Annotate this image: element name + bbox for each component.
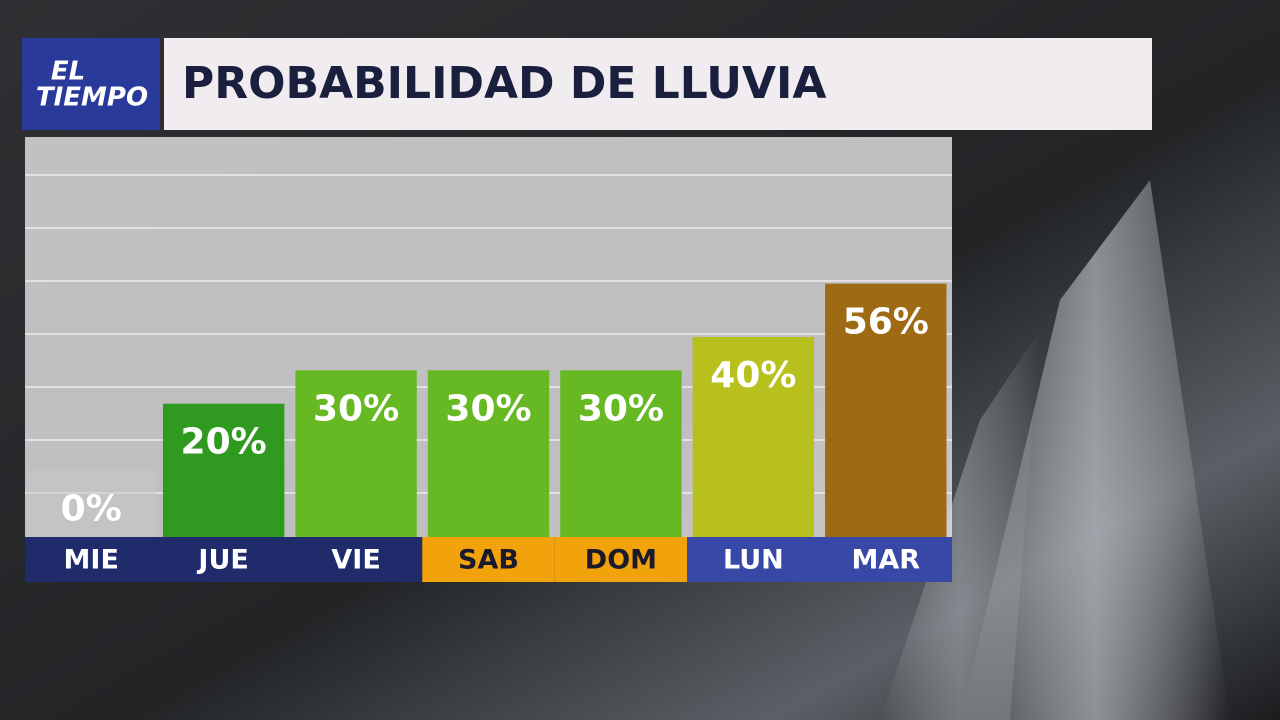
value-label: 30% [445, 388, 531, 429]
chart-title: PROBABILIDAD DE LLUVIA [182, 58, 826, 109]
logo-box [22, 38, 160, 130]
value-label: 56% [843, 302, 929, 343]
x-tick-label: VIE [331, 545, 380, 576]
x-tick-label: DOM [585, 545, 657, 576]
waterfall [880, 330, 1040, 720]
waterfall [960, 180, 1230, 720]
title-box [164, 38, 1152, 130]
category-box [554, 537, 688, 582]
value-label: 40% [710, 355, 796, 396]
bar [27, 470, 156, 537]
bar [295, 370, 417, 537]
x-tick-label: LUN [723, 545, 784, 576]
value-label: 30% [313, 388, 399, 429]
bar [692, 337, 815, 537]
category-box [422, 537, 555, 582]
x-tick-label: MAR [852, 545, 921, 576]
category-box [819, 537, 952, 582]
x-tick-label: SAB [458, 545, 519, 576]
x-tick-label: JUE [196, 545, 248, 576]
logo-text: TIEMPO [36, 83, 148, 113]
category-box [25, 537, 158, 582]
category-box [157, 537, 290, 582]
category-box [289, 537, 423, 582]
logo-text: EL [51, 57, 85, 87]
bar [162, 403, 285, 537]
category-box [687, 537, 820, 582]
x-tick-label: MIE [64, 545, 119, 576]
value-label: 30% [578, 388, 664, 429]
value-label: 20% [181, 422, 267, 463]
bar [825, 283, 947, 537]
bar [427, 370, 550, 537]
value-label: 0% [61, 488, 122, 529]
bar [560, 370, 682, 537]
